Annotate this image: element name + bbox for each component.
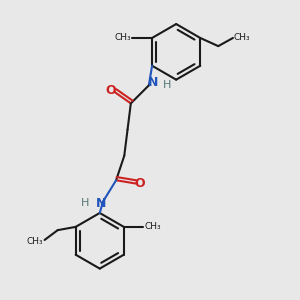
- Text: CH₃: CH₃: [115, 33, 131, 42]
- Text: H: H: [163, 80, 171, 90]
- Text: O: O: [105, 84, 116, 97]
- Text: N: N: [148, 76, 158, 88]
- Text: N: N: [96, 197, 106, 210]
- Text: H: H: [81, 198, 89, 208]
- Text: CH₃: CH₃: [234, 33, 250, 42]
- Text: CH₃: CH₃: [144, 222, 161, 231]
- Text: CH₃: CH₃: [27, 237, 44, 246]
- Text: O: O: [134, 177, 145, 190]
